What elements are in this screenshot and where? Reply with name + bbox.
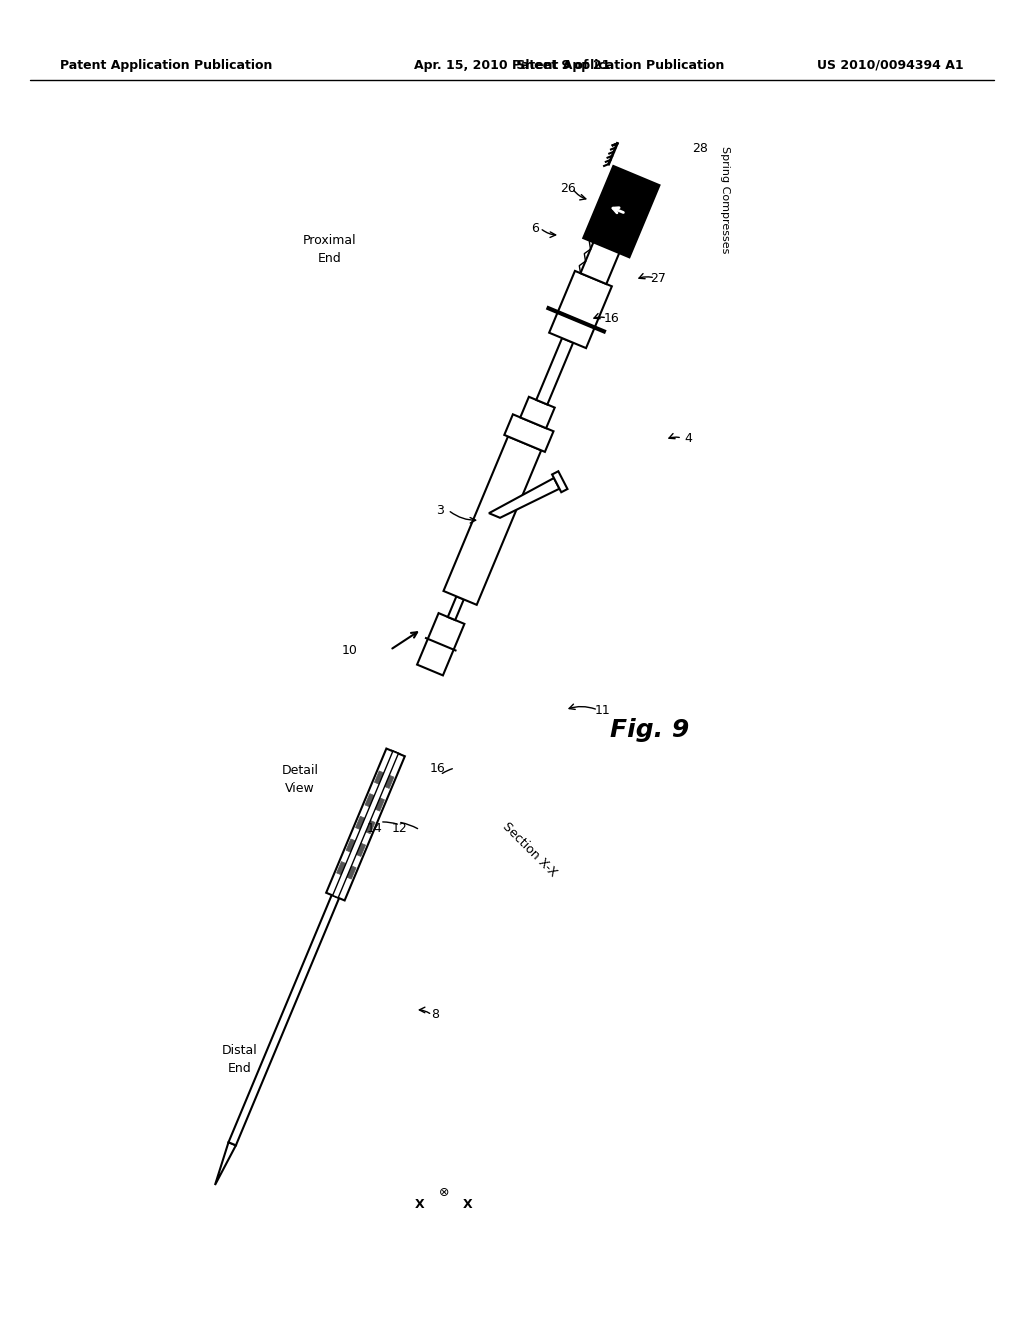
Polygon shape — [581, 201, 637, 284]
Text: Section X-X: Section X-X — [500, 820, 559, 879]
Text: US 2010/0094394 A1: US 2010/0094394 A1 — [817, 58, 964, 71]
Text: End: End — [228, 1061, 252, 1074]
Polygon shape — [443, 437, 542, 605]
Text: 16: 16 — [604, 312, 620, 325]
Polygon shape — [365, 793, 384, 810]
Text: Patent Application Publication: Patent Application Publication — [60, 58, 272, 71]
Text: X: X — [463, 1199, 473, 1212]
Text: End: End — [318, 252, 342, 264]
Text: 27: 27 — [650, 272, 666, 285]
Polygon shape — [228, 751, 399, 1146]
Text: 12: 12 — [392, 821, 408, 834]
Text: 28: 28 — [692, 141, 708, 154]
Polygon shape — [489, 478, 559, 517]
Text: 8: 8 — [431, 1008, 439, 1022]
Polygon shape — [520, 397, 555, 428]
Text: Spring Compresses: Spring Compresses — [720, 147, 730, 253]
Polygon shape — [346, 840, 366, 857]
Polygon shape — [333, 751, 398, 898]
Polygon shape — [552, 471, 567, 492]
Polygon shape — [447, 597, 464, 620]
Polygon shape — [355, 816, 375, 834]
Polygon shape — [375, 771, 394, 788]
Text: 3: 3 — [436, 503, 444, 516]
Text: 6: 6 — [531, 222, 539, 235]
Polygon shape — [584, 166, 659, 257]
Polygon shape — [537, 338, 573, 404]
Text: Fig. 9: Fig. 9 — [610, 718, 689, 742]
Text: 26: 26 — [560, 181, 575, 194]
Text: 11: 11 — [595, 704, 611, 717]
Text: 16: 16 — [430, 762, 445, 775]
Text: 4: 4 — [684, 432, 692, 445]
Polygon shape — [549, 271, 612, 348]
Text: Apr. 15, 2010  Sheet 9 of 21: Apr. 15, 2010 Sheet 9 of 21 — [414, 58, 610, 71]
Text: Detail: Detail — [282, 763, 318, 776]
Text: X: X — [415, 1199, 425, 1212]
Polygon shape — [417, 612, 465, 676]
Text: ⊗: ⊗ — [438, 1185, 450, 1199]
Text: Distal: Distal — [222, 1044, 258, 1056]
Text: Patent Application Publication: Patent Application Publication — [512, 58, 724, 71]
Text: 10: 10 — [342, 644, 358, 656]
Polygon shape — [504, 414, 554, 451]
Polygon shape — [215, 1142, 236, 1185]
Text: View: View — [285, 781, 314, 795]
Text: Proximal: Proximal — [303, 234, 356, 247]
Text: 14: 14 — [368, 821, 383, 834]
Polygon shape — [337, 862, 356, 879]
Polygon shape — [327, 748, 404, 900]
